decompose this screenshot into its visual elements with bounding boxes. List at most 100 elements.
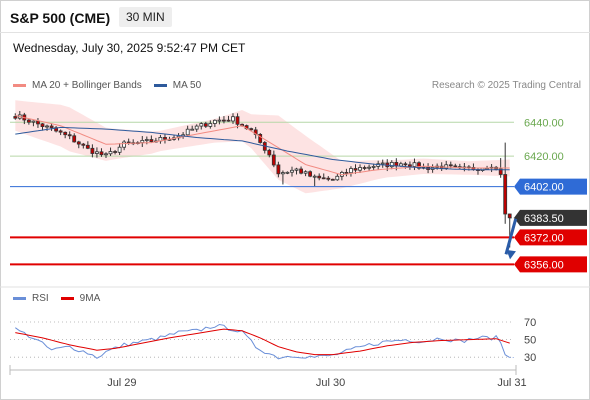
chart-datetime: Wednesday, July 30, 2025 9:52:47 PM CET	[13, 41, 246, 55]
x-tick-label: Jul 30	[316, 377, 345, 389]
forecast-arrow-shaft	[504, 218, 518, 255]
level-label-box	[514, 229, 587, 246]
rsi-legend: RSI 9MA	[13, 293, 112, 304]
candle-body-down	[321, 177, 326, 180]
rsi-line	[15, 323, 510, 360]
candle-body-up	[104, 153, 108, 156]
candle-body-down	[76, 141, 81, 145]
candle-body-down	[235, 116, 240, 125]
candle-body-down	[276, 164, 281, 175]
candle-body-up	[389, 161, 394, 168]
candle	[49, 123, 54, 131]
candle	[362, 165, 367, 171]
candle	[503, 142, 508, 224]
candle	[190, 125, 195, 131]
level-label-1: 6420.00	[524, 151, 564, 163]
candle	[344, 168, 349, 177]
candle	[76, 140, 81, 149]
candle-body-down	[407, 164, 412, 167]
candle	[217, 116, 222, 125]
candle-body-down	[113, 151, 117, 153]
header-divider	[0, 32, 590, 33]
legend-label-ma50: MA 50	[172, 80, 202, 91]
rsi-9ma-line	[15, 328, 510, 356]
rsi-tick-label: 70	[524, 317, 536, 329]
candle	[389, 160, 394, 170]
candle-body-up	[312, 175, 317, 178]
candle-body-down	[317, 175, 322, 179]
candle	[67, 131, 72, 140]
candle-body-down	[81, 143, 86, 146]
candle-body-down	[403, 163, 408, 166]
candle-body-down	[163, 136, 167, 140]
candle-body-down	[453, 165, 458, 168]
candle-body-up	[108, 151, 113, 155]
candle	[221, 116, 226, 124]
candle-body-up	[185, 128, 190, 136]
candle	[212, 119, 217, 128]
level-label-text: 6440.00	[524, 117, 564, 129]
legend-label-ma20: MA 20 + Bollinger Bands	[32, 80, 142, 91]
candle-body-up	[31, 120, 36, 123]
candle-body-up	[294, 168, 299, 171]
level-label-text: 6356.00	[524, 259, 564, 271]
candle	[13, 113, 18, 120]
candle-body-up	[367, 166, 372, 169]
level-label-4: 6372.00	[514, 229, 587, 246]
candle	[63, 131, 68, 139]
candle	[104, 152, 108, 158]
copyright-text: Research © 2025 Trading Central	[431, 80, 581, 91]
candle	[330, 178, 335, 181]
candle	[185, 125, 190, 137]
candle	[95, 147, 99, 158]
candle	[276, 161, 281, 178]
candle-body-up	[280, 172, 285, 175]
candle-body-up	[231, 116, 235, 122]
candle-body-up	[358, 167, 362, 171]
instrument-title: S&P 500 (CME)	[10, 10, 111, 26]
candle	[321, 173, 326, 180]
candle-body-down	[90, 147, 95, 154]
timeframe-button[interactable]: 30 MIN	[119, 7, 172, 27]
candle-body-down	[26, 119, 31, 123]
candle-body-down	[203, 123, 208, 127]
candle-body-up	[117, 146, 122, 153]
level-label-text: 6402.00	[524, 182, 564, 194]
rsi-tick-label: 30	[524, 352, 536, 364]
candle	[417, 161, 421, 170]
candle	[349, 166, 353, 177]
candle	[367, 164, 372, 171]
candle	[280, 170, 285, 185]
candle-body-up	[398, 163, 403, 167]
level-label-0: 6440.00	[524, 117, 564, 129]
candle-body-up	[217, 119, 222, 122]
candle-body-down	[417, 162, 421, 169]
candle	[267, 148, 272, 158]
level-label-box	[514, 256, 587, 273]
candle-body-up	[199, 123, 204, 127]
candle	[226, 115, 231, 122]
candle-body-up	[303, 171, 308, 174]
candle-body-down	[63, 131, 68, 136]
candle	[163, 133, 167, 144]
candle	[294, 167, 299, 175]
candle-body-up	[95, 151, 99, 154]
candle-body-up	[194, 125, 199, 130]
main-legend: MA 20 + Bollinger Bands MA 50	[13, 80, 213, 91]
key-level-labels: 6440.00 6420.00 6402.00 6383.50 6372.00 6356.…	[514, 117, 587, 273]
candle-body-up	[412, 162, 417, 167]
candle	[290, 166, 294, 177]
candle	[371, 163, 376, 171]
candle-body-up	[208, 123, 213, 127]
ma20-line	[15, 115, 510, 176]
candle-body-down	[353, 168, 358, 171]
candle-body-down	[85, 144, 90, 149]
candle-body-down	[49, 125, 54, 129]
candle-body-up	[335, 175, 340, 181]
rsi-tick-label: 50	[524, 335, 536, 347]
x-tick-label: Jul 29	[107, 377, 136, 389]
candle	[203, 121, 208, 128]
candle	[81, 142, 86, 149]
candle	[258, 132, 263, 144]
